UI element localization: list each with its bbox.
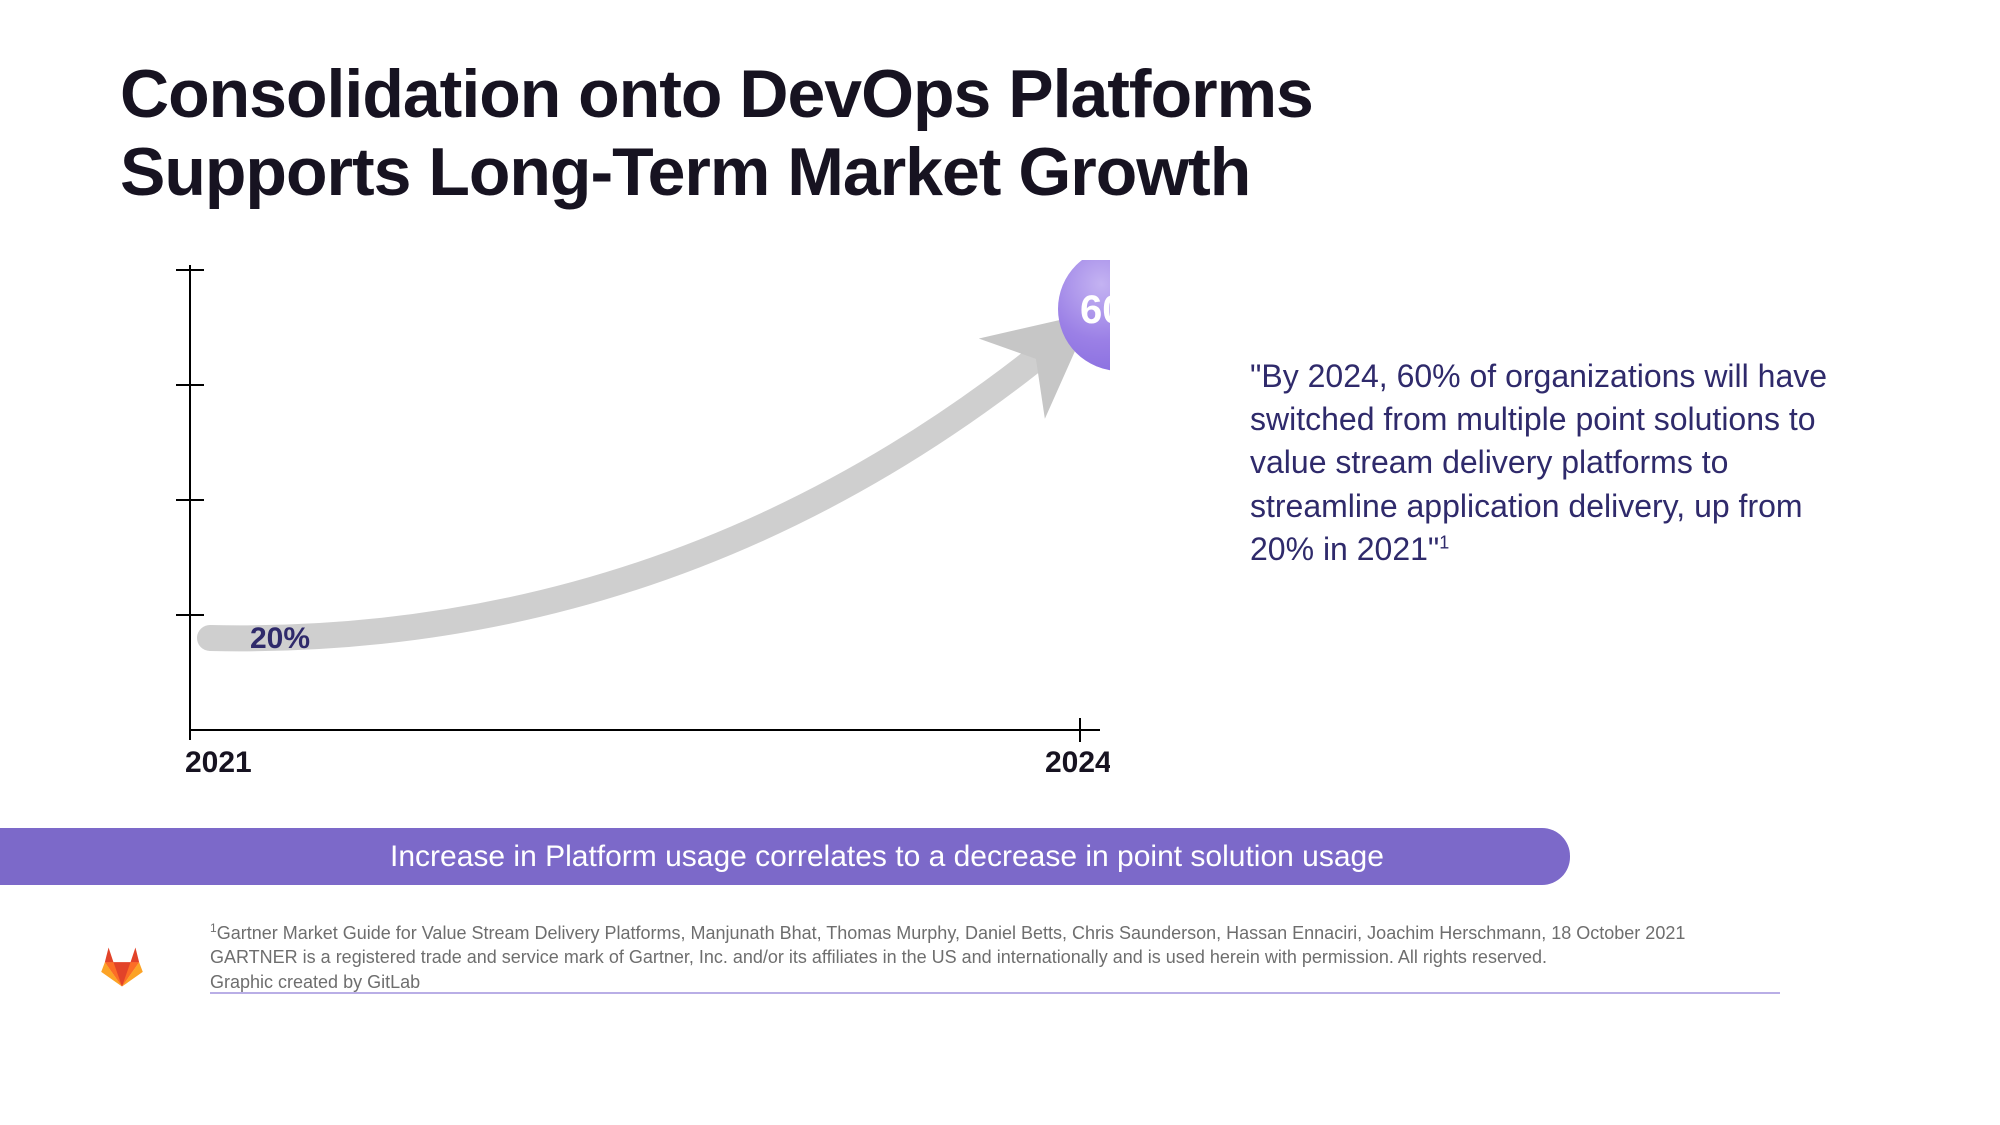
footnote-line-3: Graphic created by GitLab — [210, 972, 420, 992]
gitlab-logo-icon — [100, 945, 144, 989]
quote-text: "By 2024, 60% of organizations will have… — [1250, 358, 1827, 567]
svg-text:60%: 60% — [1080, 288, 1110, 332]
growth-chart: 20%60%20212024 — [140, 260, 1110, 740]
footnote-line-2: GARTNER is a registered trade and servic… — [210, 947, 1547, 967]
slide: Consolidation onto DevOps Platforms Supp… — [0, 0, 2000, 1125]
svg-text:20%: 20% — [250, 622, 310, 655]
quote-superscript: 1 — [1439, 532, 1449, 552]
chart-svg: 20% 60% 2021 2024 — [140, 260, 1110, 810]
title-line-1: Consolidation onto DevOps Platforms — [120, 56, 1313, 132]
banner-text: Increase in Platform usage correlates to… — [390, 840, 1384, 874]
summary-banner: Increase in Platform usage correlates to… — [0, 828, 1570, 885]
footnote-superscript: 1 — [210, 921, 217, 935]
svg-text:2024: 2024 — [1045, 746, 1110, 779]
footer-divider — [210, 992, 1780, 994]
gartner-quote: "By 2024, 60% of organizations will have… — [1250, 355, 1830, 571]
svg-text:2021: 2021 — [185, 746, 252, 779]
footnote: 1Gartner Market Guide for Value Stream D… — [210, 920, 1780, 994]
slide-title: Consolidation onto DevOps Platforms Supp… — [120, 55, 1313, 211]
footnote-line-1: Gartner Market Guide for Value Stream De… — [217, 923, 1686, 943]
title-line-2: Supports Long-Term Market Growth — [120, 134, 1250, 210]
